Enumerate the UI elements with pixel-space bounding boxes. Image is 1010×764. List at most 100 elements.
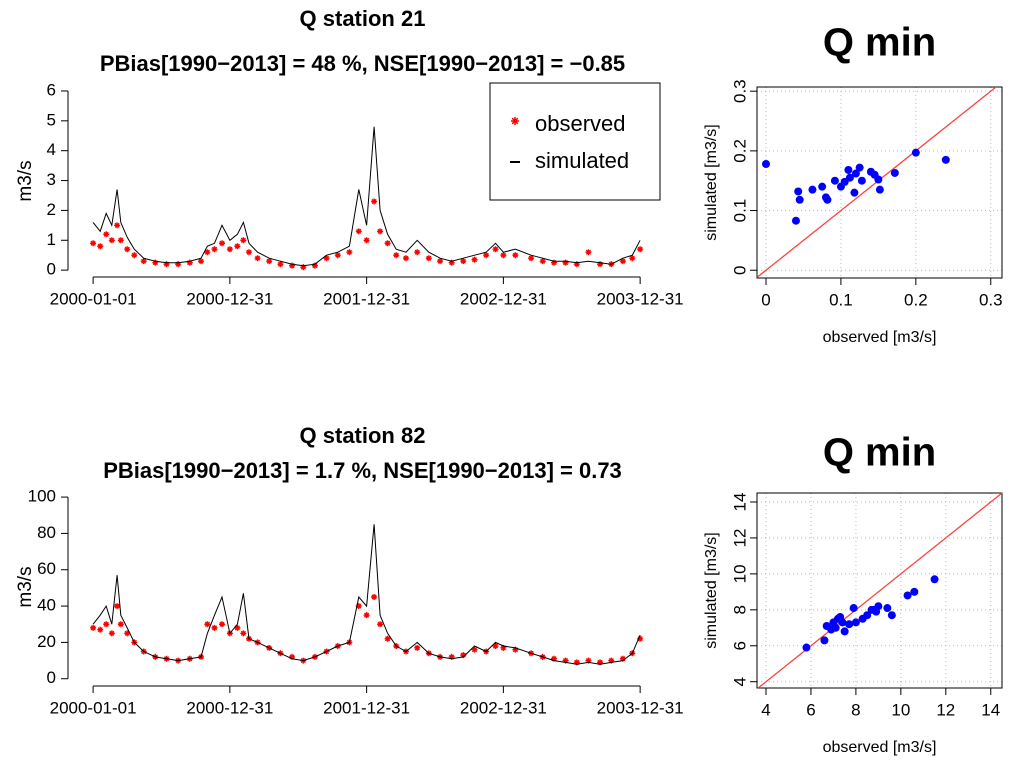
point xyxy=(845,173,854,182)
observed-point xyxy=(528,255,535,262)
observed-point xyxy=(550,655,557,662)
y-tick-label: 0.2 xyxy=(730,139,749,163)
y-tick-label: 100 xyxy=(28,487,56,506)
x-tick-label: 2001-12-31 xyxy=(323,289,410,308)
observed-point xyxy=(637,246,644,253)
point xyxy=(851,618,860,627)
observed-point xyxy=(414,249,421,256)
point xyxy=(890,168,899,177)
observed-point xyxy=(448,259,455,266)
y-tick-label: 6 xyxy=(47,80,56,99)
observed-point xyxy=(140,258,147,265)
point xyxy=(874,175,883,184)
x-tick-label: 10 xyxy=(891,700,910,719)
x-axis-label: observed [m3/s] xyxy=(823,329,937,346)
observed-point xyxy=(460,258,467,265)
point xyxy=(840,627,849,636)
y-tick-label: 3 xyxy=(47,170,56,189)
observed-point xyxy=(597,659,604,666)
observed-point xyxy=(289,262,296,269)
point xyxy=(818,182,827,191)
point xyxy=(808,185,817,194)
legend-label: simulated xyxy=(535,148,629,173)
point xyxy=(883,604,892,613)
observed-point xyxy=(266,258,273,265)
y-axis-label: simulated [m3/s] xyxy=(703,532,720,648)
observed-point xyxy=(277,261,284,268)
observed-point xyxy=(131,252,138,259)
point xyxy=(851,169,860,178)
y-tick-label: 10 xyxy=(730,564,749,583)
observed-point xyxy=(629,255,636,262)
observed-point xyxy=(512,252,519,259)
observed-point xyxy=(402,255,409,262)
plot-frame xyxy=(756,86,1003,279)
observed-point xyxy=(346,249,353,256)
observed-point xyxy=(97,243,104,250)
x-tick-label: 2003-12-31 xyxy=(597,698,684,717)
y-axis-label: m3/s xyxy=(15,566,36,607)
x-tick-label: 0.3 xyxy=(979,290,1003,309)
observed-point xyxy=(637,635,644,642)
observed-point xyxy=(384,635,391,642)
x-tick-label: 6 xyxy=(806,700,815,719)
x-tick-label: 2002-12-31 xyxy=(460,698,547,717)
observed-point xyxy=(211,246,218,253)
point xyxy=(820,636,829,645)
y-tick-label: 80 xyxy=(37,523,56,542)
observed-point xyxy=(204,249,211,256)
observed-point xyxy=(90,624,97,631)
point xyxy=(844,165,853,174)
y-tick-label: 0.1 xyxy=(730,199,749,223)
observed-point xyxy=(573,261,580,268)
point xyxy=(823,195,832,204)
observed-point xyxy=(363,237,370,244)
x-tick-label: 2002-12-31 xyxy=(460,289,547,308)
point xyxy=(845,620,854,629)
point xyxy=(910,587,919,596)
point xyxy=(830,176,839,185)
observed-point xyxy=(108,237,115,244)
y-tick-label: 6 xyxy=(730,641,749,650)
x-tick-label: 2000-01-01 xyxy=(50,698,137,717)
observed-point xyxy=(124,630,131,637)
y-tick-label: 0 xyxy=(47,260,56,279)
x-tick-label: 0 xyxy=(761,290,770,309)
legend-symbol xyxy=(511,117,519,125)
legend-box xyxy=(489,82,661,201)
observed-point xyxy=(90,240,97,247)
observed-point xyxy=(355,603,362,610)
x-tick-label: 0.1 xyxy=(829,290,853,309)
observed-point xyxy=(117,621,124,628)
x-tick-label: 0.2 xyxy=(904,290,928,309)
x-tick-label: 8 xyxy=(851,700,860,719)
y-tick-label: 0 xyxy=(47,668,56,687)
y-tick-label: 1 xyxy=(47,230,56,249)
observed-point xyxy=(608,657,615,664)
observed-point xyxy=(289,653,296,660)
observed-point xyxy=(175,261,182,268)
y-tick-label: 20 xyxy=(37,632,56,651)
point xyxy=(850,188,859,197)
observed-point xyxy=(597,261,604,268)
y-tick-label: 8 xyxy=(730,605,749,614)
observed-point xyxy=(334,252,341,259)
observed-point xyxy=(108,630,115,637)
x-axis-label: observed [m3/s] xyxy=(823,739,937,756)
observed-point xyxy=(414,644,421,651)
point xyxy=(887,611,896,620)
observed-point xyxy=(323,255,330,262)
observed-point xyxy=(377,621,384,628)
observed-point xyxy=(371,198,378,205)
y-tick-label: 5 xyxy=(47,110,56,129)
observed-point xyxy=(384,240,391,247)
observed-point xyxy=(460,652,467,659)
observed-point xyxy=(103,231,110,238)
observed-point xyxy=(204,621,211,628)
observed-point xyxy=(492,246,499,253)
observed-point xyxy=(218,240,225,247)
identity-line xyxy=(757,492,1003,689)
observed-point xyxy=(377,228,384,235)
point xyxy=(903,591,912,600)
observed-point xyxy=(355,228,362,235)
